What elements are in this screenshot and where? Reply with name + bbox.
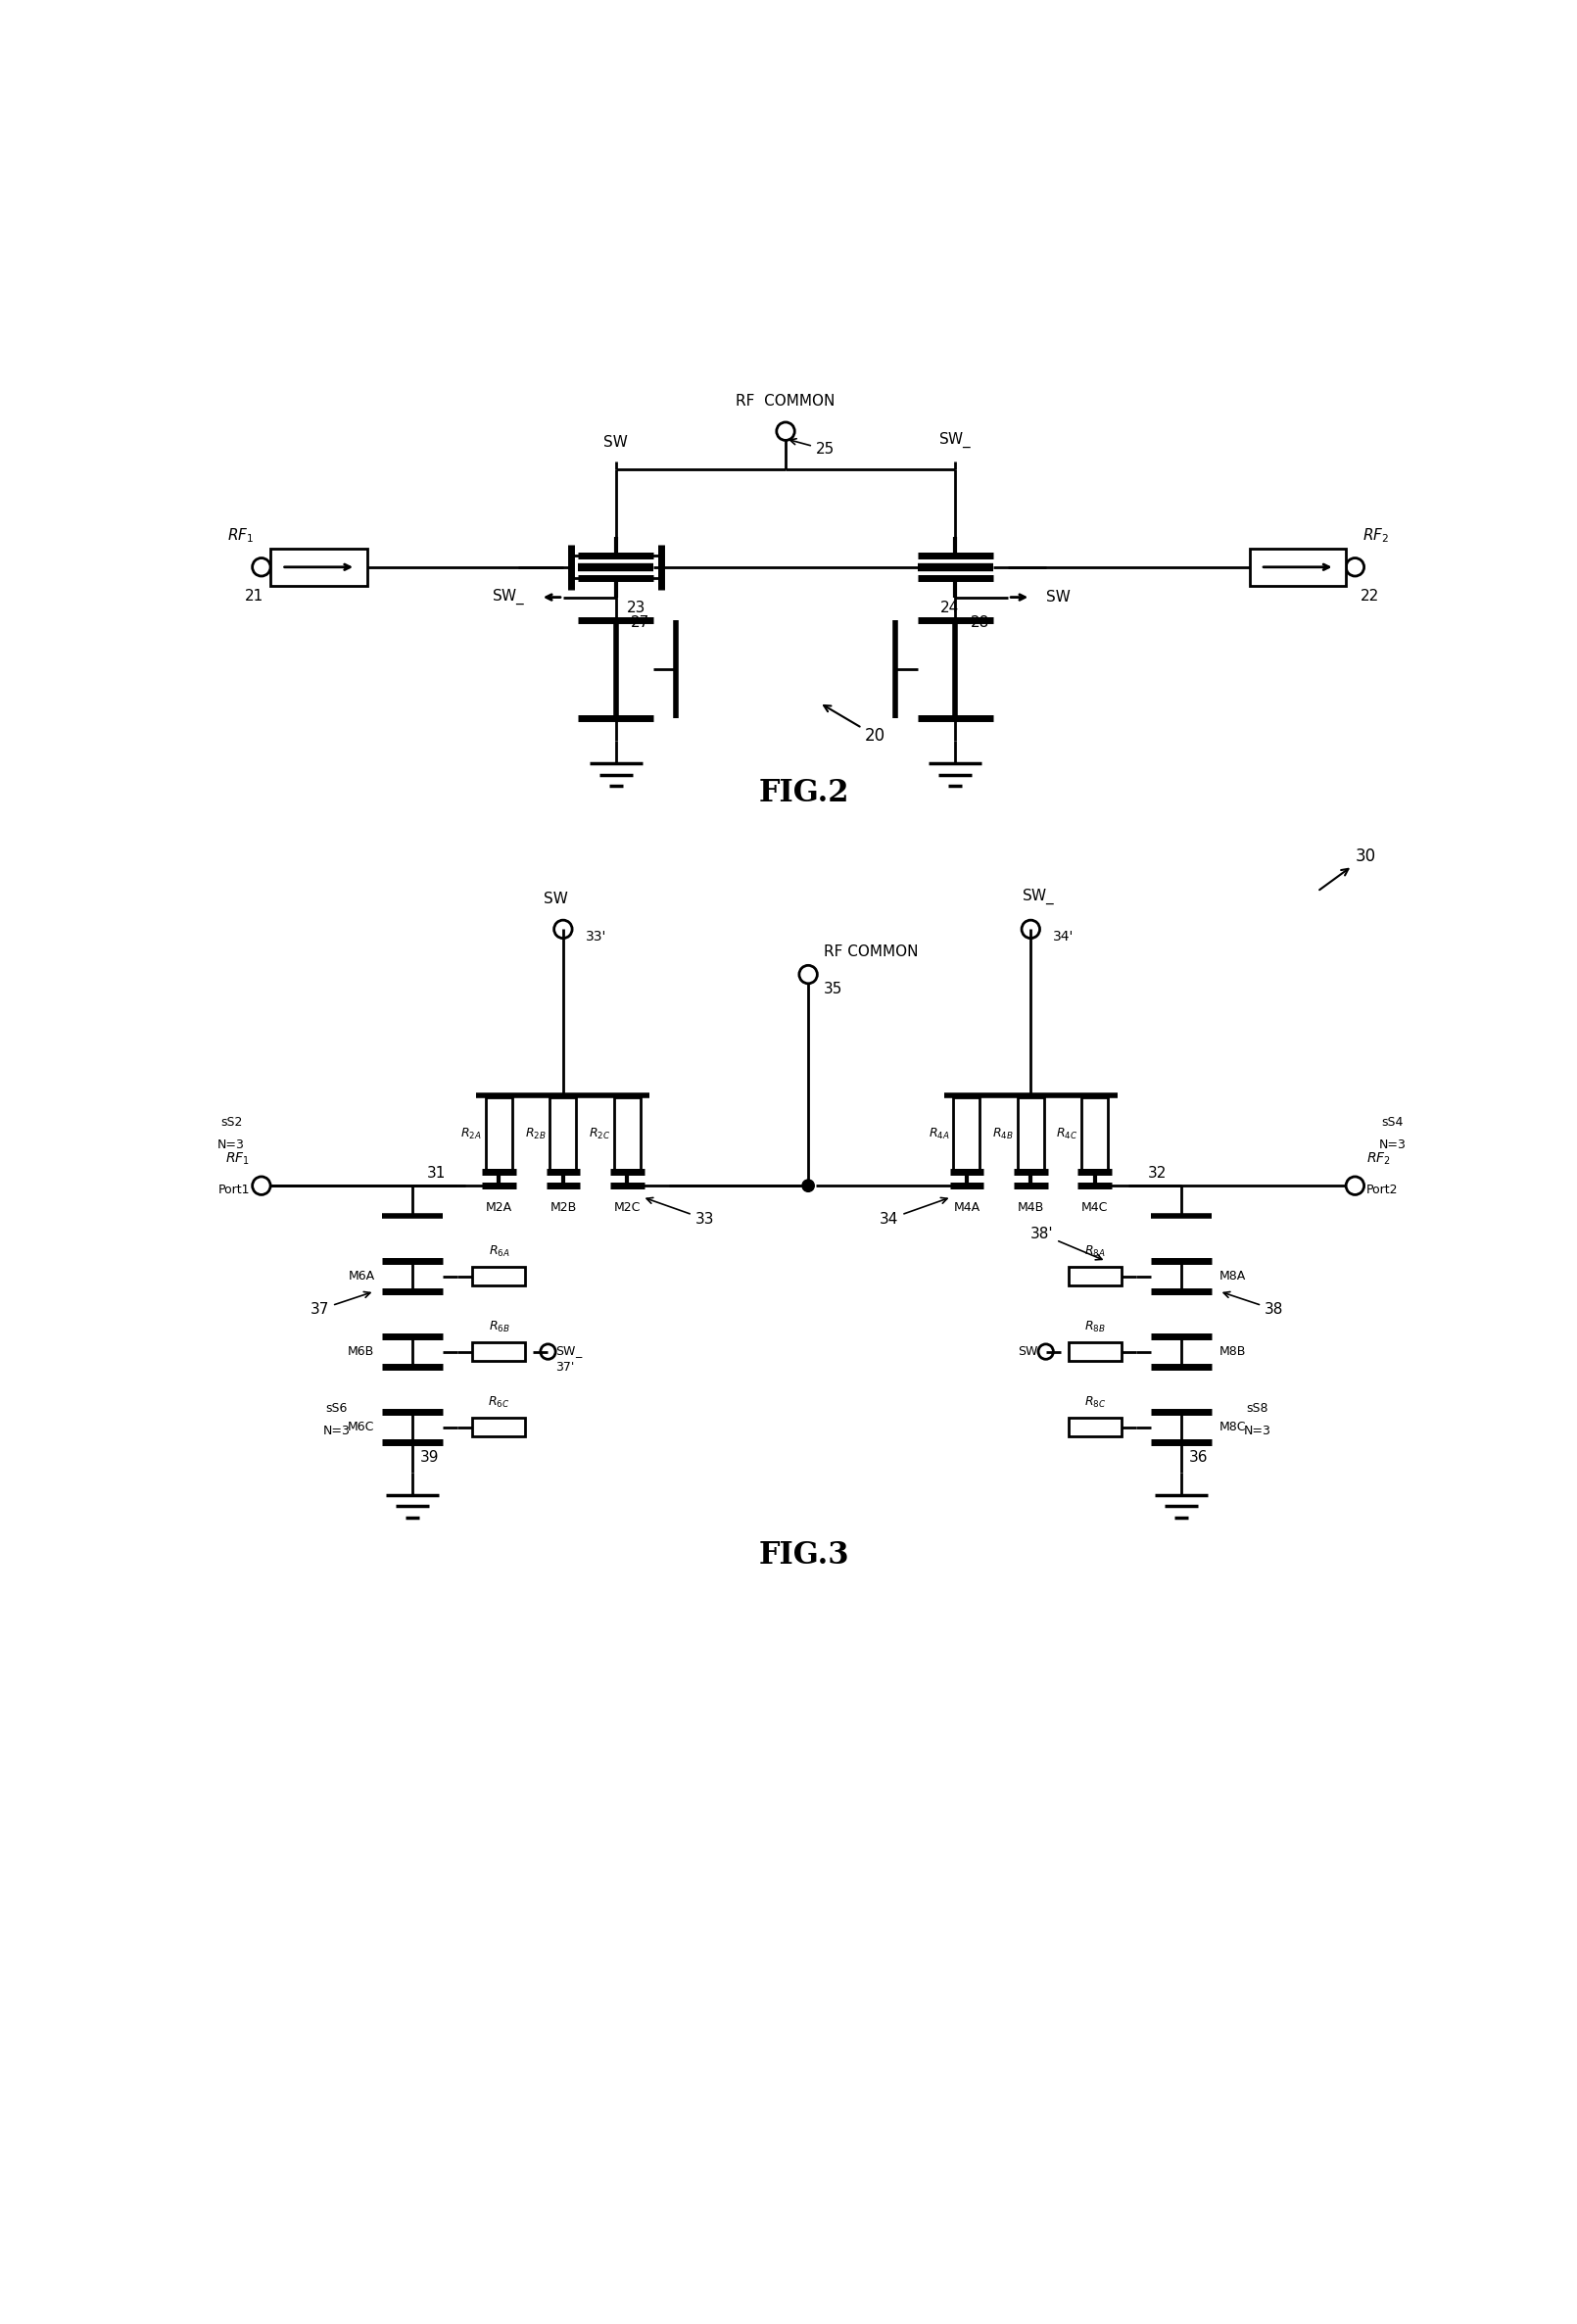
Text: $R_{4B}$: $R_{4B}$ — [992, 1127, 1014, 1141]
Bar — [1069, 1267, 1121, 1285]
Bar — [1017, 1097, 1044, 1171]
Bar — [550, 1097, 576, 1171]
Text: FIG.3: FIG.3 — [759, 1541, 850, 1571]
Text: 23: 23 — [628, 600, 647, 616]
Text: 20: 20 — [823, 706, 885, 744]
Text: Port2: Port2 — [1366, 1183, 1399, 1197]
Text: M6A: M6A — [349, 1269, 375, 1283]
Circle shape — [776, 423, 795, 439]
Text: M8B: M8B — [1219, 1346, 1246, 1357]
Text: 38: 38 — [1224, 1292, 1284, 1318]
Text: M2A: M2A — [486, 1202, 513, 1213]
Circle shape — [1347, 1176, 1364, 1195]
Bar — [954, 1097, 979, 1171]
Text: 28: 28 — [970, 616, 989, 630]
Text: sS8: sS8 — [1246, 1401, 1268, 1415]
Text: FIG.2: FIG.2 — [759, 779, 850, 809]
Bar — [486, 1097, 513, 1171]
Text: $R_{2B}$: $R_{2B}$ — [525, 1127, 546, 1141]
Circle shape — [541, 1343, 555, 1360]
Text: 32: 32 — [1148, 1167, 1167, 1181]
Text: 34: 34 — [880, 1197, 948, 1227]
Text: 22: 22 — [1361, 590, 1380, 604]
Text: N=3: N=3 — [218, 1139, 244, 1150]
Text: N=3: N=3 — [1243, 1425, 1271, 1439]
Circle shape — [1022, 920, 1039, 939]
Circle shape — [252, 558, 271, 576]
Text: 33: 33 — [647, 1197, 714, 1227]
Text: $RF_2$: $RF_2$ — [1363, 525, 1389, 544]
Circle shape — [803, 1181, 814, 1192]
Text: $R_{8B}$: $R_{8B}$ — [1083, 1320, 1105, 1334]
Text: 31: 31 — [427, 1167, 446, 1181]
Text: M8C: M8C — [1219, 1420, 1246, 1434]
Text: 27: 27 — [631, 616, 650, 630]
Bar — [1069, 1343, 1121, 1362]
Text: M6B: M6B — [349, 1346, 375, 1357]
Text: 25: 25 — [790, 439, 834, 458]
Text: 21: 21 — [244, 590, 263, 604]
Text: SW: SW — [604, 435, 628, 451]
Text: 37: 37 — [311, 1292, 371, 1318]
Text: $R_{2C}$: $R_{2C}$ — [588, 1127, 610, 1141]
Circle shape — [1347, 558, 1364, 576]
Bar — [1082, 1097, 1109, 1171]
Text: sS2: sS2 — [221, 1116, 243, 1127]
Bar — [1069, 1418, 1121, 1436]
Text: 38': 38' — [1030, 1227, 1102, 1260]
Text: 33': 33' — [585, 930, 607, 944]
Text: 36: 36 — [1189, 1450, 1208, 1464]
Bar — [613, 1097, 640, 1171]
Text: SW: SW — [544, 892, 568, 906]
Circle shape — [1038, 1343, 1053, 1360]
Text: SW$\_$: SW$\_$ — [492, 588, 525, 607]
Text: $R_{6B}$: $R_{6B}$ — [489, 1320, 509, 1334]
Text: SW$\_$: SW$\_$ — [555, 1343, 583, 1360]
Text: M2C: M2C — [613, 1202, 640, 1213]
Bar — [1249, 548, 1347, 586]
Text: Port1: Port1 — [218, 1183, 251, 1197]
Text: 35: 35 — [823, 981, 842, 997]
Text: 34': 34' — [1053, 930, 1074, 944]
Circle shape — [554, 920, 572, 939]
Text: 30: 30 — [1320, 848, 1375, 890]
Text: $RF_2$: $RF_2$ — [1366, 1150, 1391, 1167]
Bar — [271, 548, 367, 586]
Text: M4C: M4C — [1082, 1202, 1109, 1213]
Text: $R_{4C}$: $R_{4C}$ — [1057, 1127, 1077, 1141]
Text: $R_{6C}$: $R_{6C}$ — [487, 1394, 509, 1411]
Text: RF  COMMON: RF COMMON — [736, 395, 836, 409]
Text: 39: 39 — [419, 1450, 438, 1464]
Text: SW: SW — [1019, 1346, 1038, 1357]
Text: N=3: N=3 — [1378, 1139, 1407, 1150]
Bar — [473, 1267, 525, 1285]
Text: M8A: M8A — [1219, 1269, 1246, 1283]
Text: sS6: sS6 — [326, 1401, 349, 1415]
Text: $R_{6A}$: $R_{6A}$ — [489, 1243, 509, 1260]
Text: RF COMMON: RF COMMON — [823, 944, 918, 960]
Text: 37': 37' — [555, 1362, 574, 1373]
Text: $R_{2A}$: $R_{2A}$ — [460, 1127, 483, 1141]
Bar — [473, 1418, 525, 1436]
Text: $R_{8A}$: $R_{8A}$ — [1085, 1243, 1105, 1260]
Bar — [473, 1343, 525, 1362]
Text: sS4: sS4 — [1381, 1116, 1404, 1127]
Text: SW$\_$: SW$\_$ — [1022, 888, 1055, 906]
Text: $R_{4A}$: $R_{4A}$ — [929, 1127, 949, 1141]
Text: $R_{8C}$: $R_{8C}$ — [1083, 1394, 1105, 1411]
Text: SW$\_$: SW$\_$ — [938, 432, 971, 451]
Text: M2B: M2B — [550, 1202, 577, 1213]
Text: N=3: N=3 — [323, 1425, 350, 1439]
Text: SW: SW — [1046, 590, 1071, 604]
Text: M4B: M4B — [1017, 1202, 1044, 1213]
Text: $RF_1$: $RF_1$ — [227, 525, 254, 544]
Text: M4A: M4A — [954, 1202, 979, 1213]
Text: M6C: M6C — [347, 1420, 375, 1434]
Text: $RF_1$: $RF_1$ — [226, 1150, 251, 1167]
Circle shape — [800, 964, 817, 983]
Text: 24: 24 — [940, 600, 959, 616]
Circle shape — [252, 1176, 271, 1195]
